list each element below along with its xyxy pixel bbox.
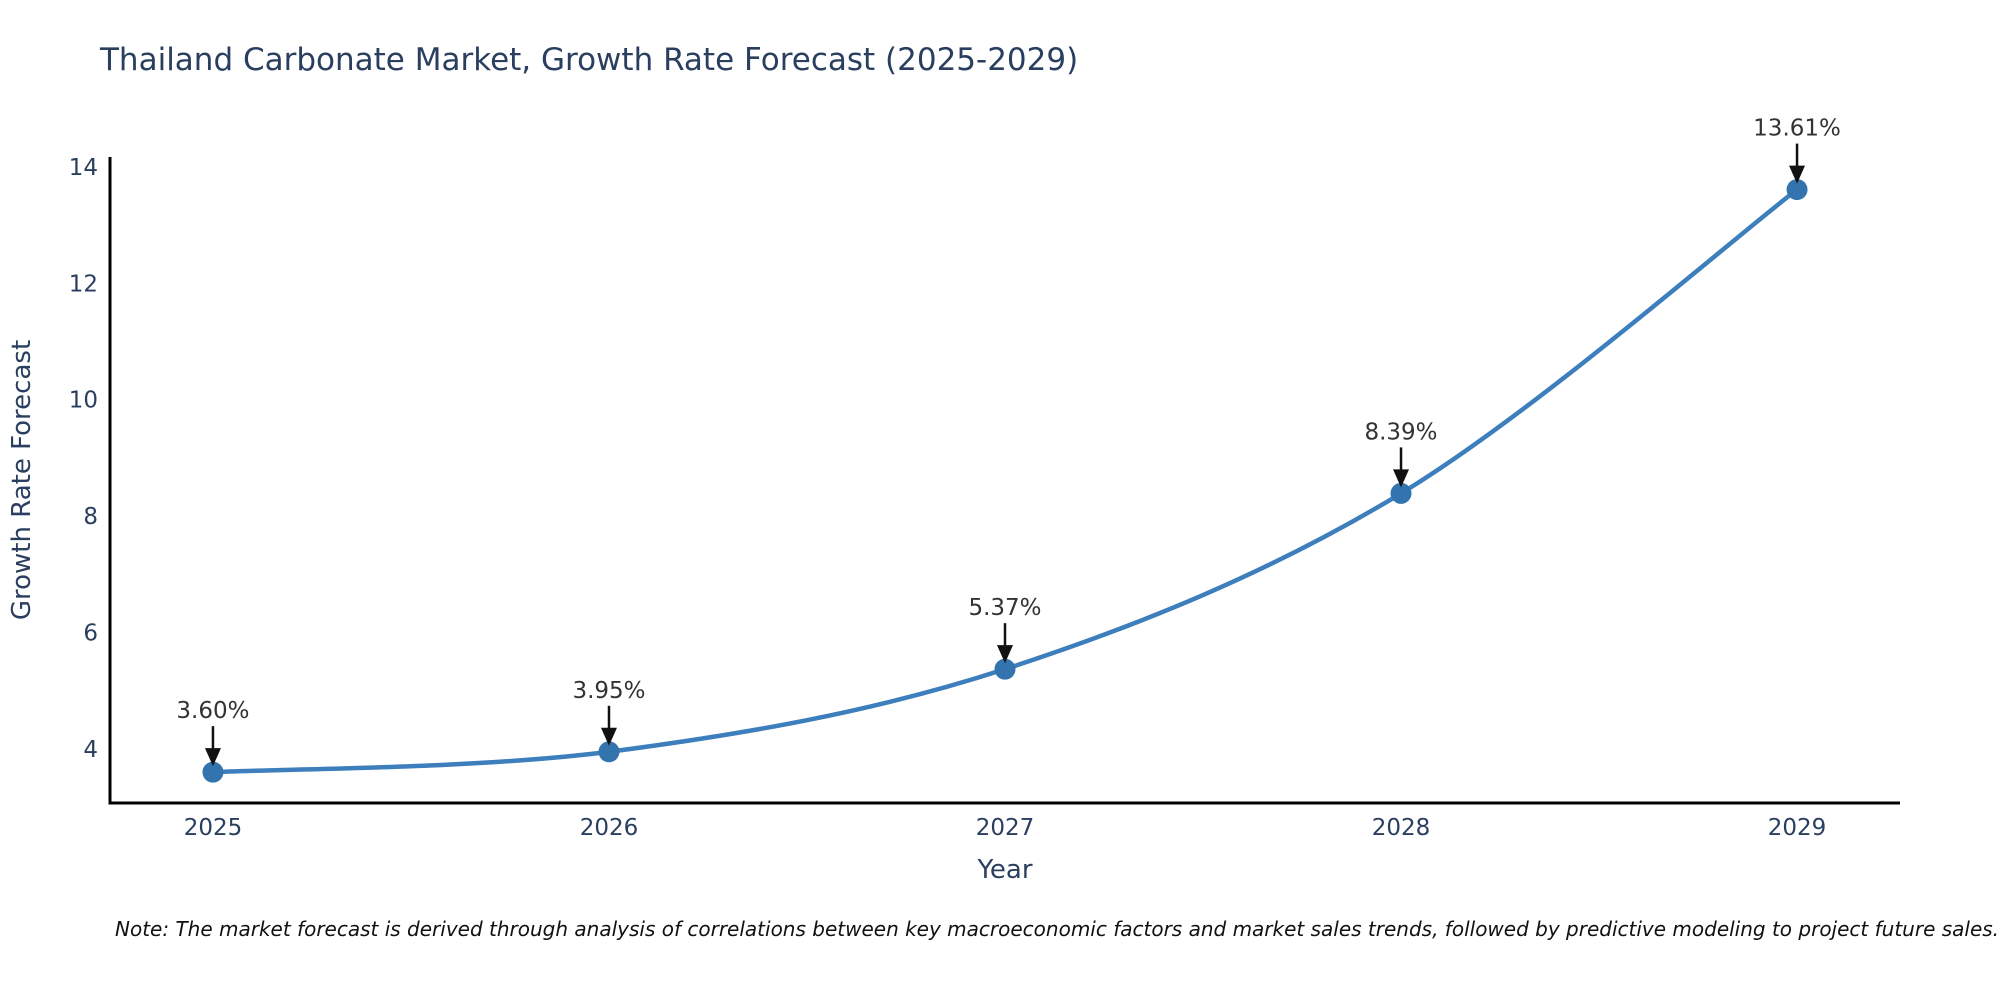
- annotation-label-2026: 3.95%: [572, 678, 645, 704]
- annotation-arrow-head-icon-2025: [204, 748, 221, 767]
- data-point-2025: [202, 761, 224, 783]
- annotation-arrow-head-icon-2029: [1789, 165, 1806, 184]
- data-point-2028: [1390, 482, 1412, 504]
- x-tick-label-2027: 2027: [976, 815, 1035, 841]
- annotation-label-2029: 13.61%: [1753, 116, 1841, 142]
- annotation-arrow-head-icon-2026: [600, 727, 617, 746]
- annotation-arrow-head-icon-2027: [997, 645, 1013, 664]
- x-tick-label-2029: 2029: [1768, 815, 1827, 841]
- y-tick-label-4: 4: [83, 737, 98, 763]
- y-tick-label-6: 6: [83, 620, 98, 646]
- y-tick-label-12: 12: [69, 271, 98, 297]
- data-point-2029: [1786, 179, 1808, 201]
- y-tick-label-14: 14: [69, 155, 98, 181]
- y-axis-title: Growth Rate Forecast: [7, 340, 37, 620]
- chart-title: Thailand Carbonate Market, Growth Rate F…: [99, 42, 1078, 78]
- y-tick-label-8: 8: [83, 504, 98, 530]
- data-point-2026: [598, 741, 620, 763]
- y-tick-label-10: 10: [69, 388, 98, 414]
- footnote: Note: The market forecast is derived thr…: [115, 917, 1999, 941]
- annotation-arrow-head-icon-2028: [1393, 469, 1410, 488]
- plot-area: 4 6 8 10 12 14 2025 2026 2027 2028 2029 3.60% 3.95% 5…: [69, 116, 1900, 841]
- annotation-label-2025: 3.60%: [176, 698, 249, 724]
- annotation-label-2027: 5.37%: [968, 595, 1041, 621]
- x-axis-title: Year: [976, 855, 1032, 885]
- x-tick-label-2025: 2025: [184, 815, 243, 841]
- annotation-label-2028: 8.39%: [1364, 419, 1437, 445]
- forecast-line: [210, 187, 1800, 775]
- x-tick-label-2028: 2028: [1372, 815, 1431, 841]
- data-point-2027: [994, 658, 1016, 680]
- x-tick-label-2026: 2026: [580, 815, 639, 841]
